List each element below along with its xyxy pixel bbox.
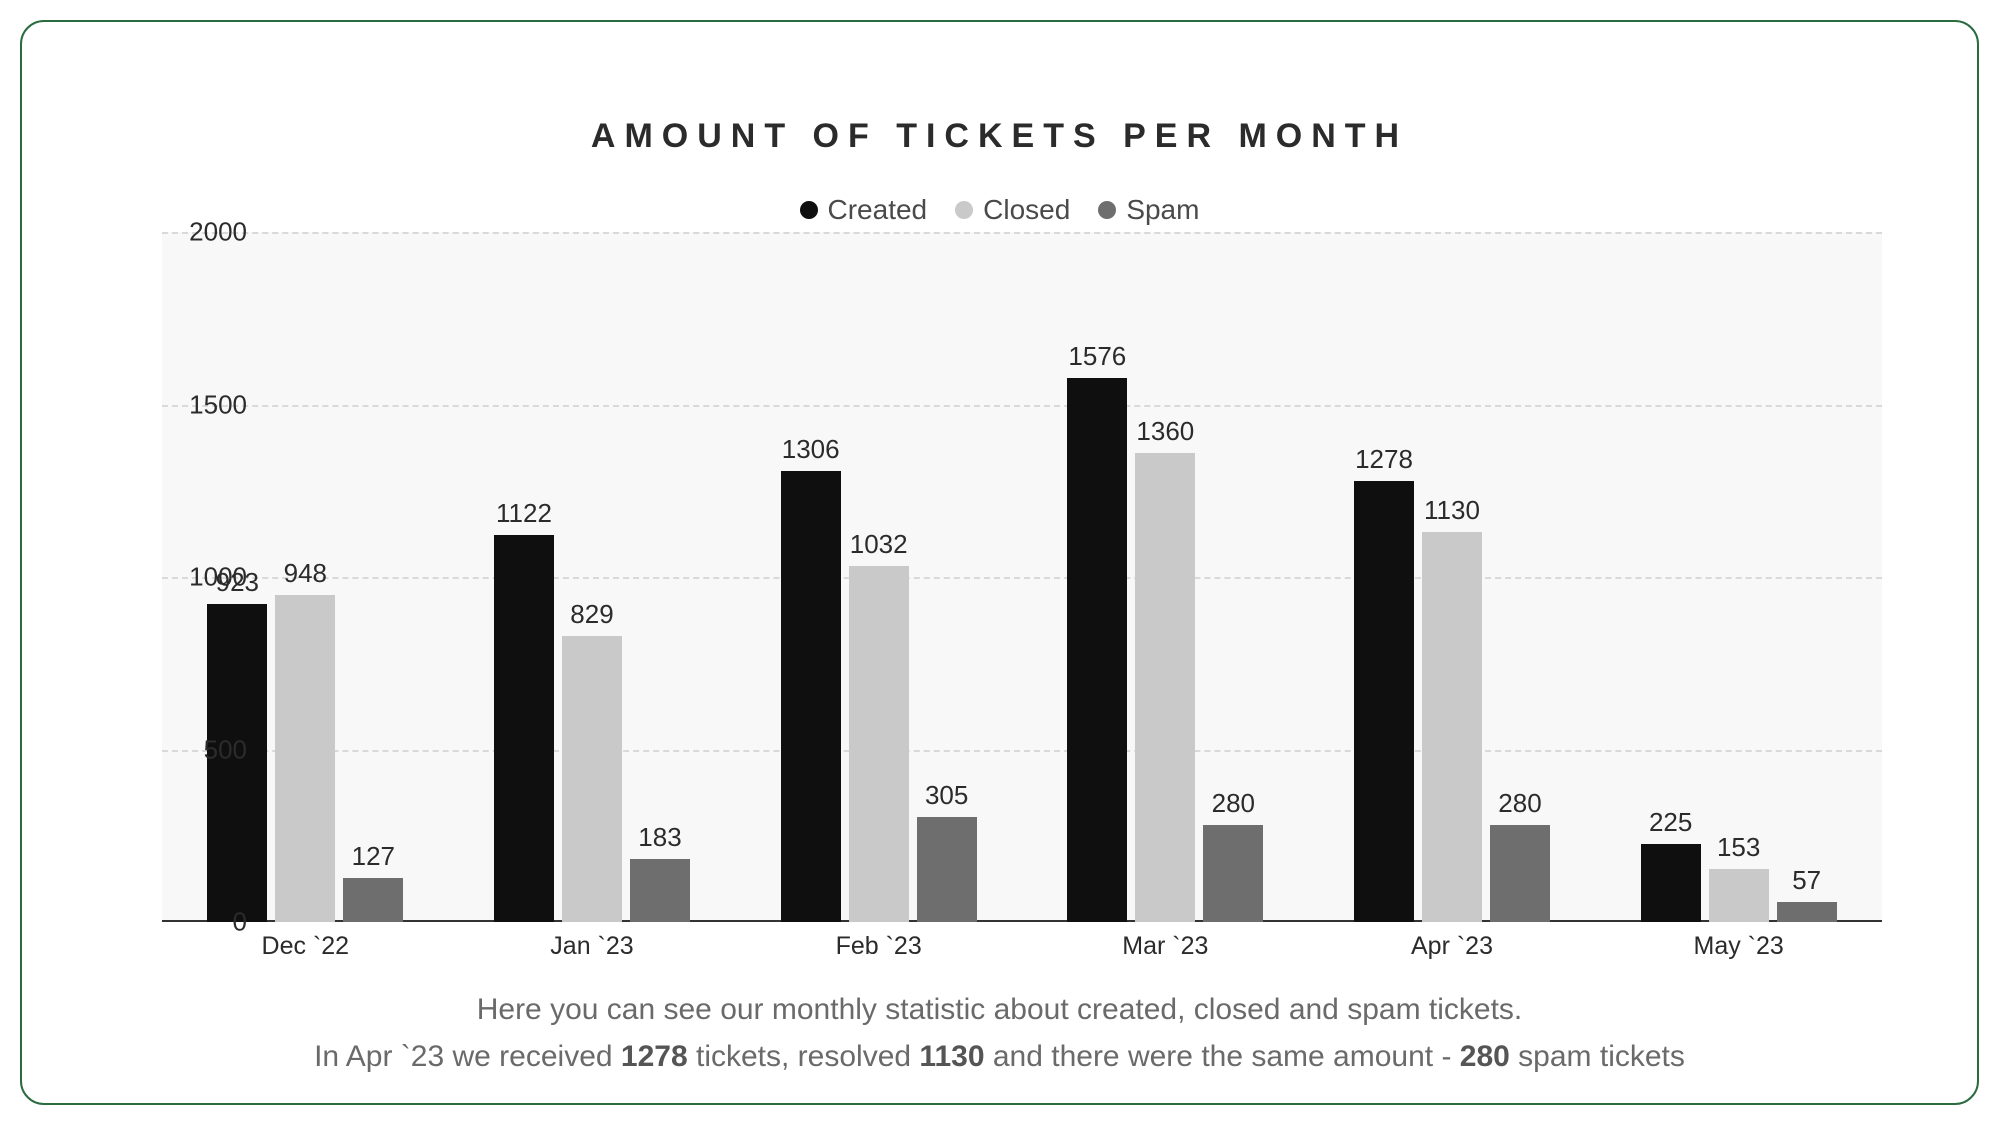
bar-value-label: 1122 [474, 498, 574, 529]
bar-value-label: 280 [1183, 788, 1283, 819]
x-category-label: Mar `23 [1065, 932, 1265, 961]
y-tick-label: 2000 [147, 217, 247, 248]
bar-group: 15761360280 [1067, 232, 1263, 922]
bar-spam [630, 859, 690, 922]
legend-swatch-closed [955, 201, 973, 219]
bar-value-label: 1278 [1334, 444, 1434, 475]
caption-value-created: 1278 [621, 1040, 688, 1073]
chart-legend: Created Closed Spam [22, 194, 1977, 226]
bar-spam [917, 817, 977, 922]
bar-spam [1490, 825, 1550, 922]
bar-value-label: 1306 [761, 434, 861, 465]
caption-text: spam tickets [1510, 1040, 1685, 1073]
legend-label-closed: Closed [983, 194, 1070, 226]
y-tick-label: 1000 [147, 562, 247, 593]
gridline [162, 232, 1882, 234]
legend-item-created: Created [800, 194, 928, 226]
chart-plot: 9239481271122829183130610323051576136028… [162, 232, 1882, 922]
bar-closed [1422, 532, 1482, 922]
legend-swatch-spam [1098, 201, 1116, 219]
bar-closed [1135, 453, 1195, 922]
bar-value-label: 183 [610, 822, 710, 853]
y-tick-label: 1500 [147, 389, 247, 420]
x-category-label: Dec `22 [205, 932, 405, 961]
x-category-label: Apr `23 [1352, 932, 1552, 961]
bar-value-label: 57 [1757, 865, 1857, 896]
gridline [162, 405, 1882, 407]
bar-group: 22515357 [1641, 232, 1837, 922]
bar-closed [849, 566, 909, 922]
caption-text: In Apr `23 we received [314, 1040, 621, 1073]
chart-caption-line1: Here you can see our monthly statistic a… [22, 987, 1977, 1034]
caption-value-spam: 280 [1460, 1040, 1510, 1073]
legend-label-created: Created [828, 194, 928, 226]
y-tick-label: 500 [147, 734, 247, 765]
bar-value-label: 1360 [1115, 416, 1215, 447]
gridline [162, 750, 1882, 752]
legend-item-closed: Closed [955, 194, 1070, 226]
legend-item-spam: Spam [1098, 194, 1199, 226]
chart-caption-line2: In Apr `23 we received 1278 tickets, res… [22, 1034, 1977, 1081]
x-category-label: Feb `23 [779, 932, 979, 961]
caption-text: and there were the same amount - [985, 1040, 1460, 1073]
gridline [162, 577, 1882, 579]
bar-value-label: 280 [1470, 788, 1570, 819]
bar-group: 13061032305 [781, 232, 977, 922]
bar-closed [275, 595, 335, 922]
bar-spam [1777, 902, 1837, 922]
bar-group: 12781130280 [1354, 232, 1550, 922]
bar-created [1067, 378, 1127, 922]
x-axis-line [162, 920, 1882, 922]
bar-value-label: 1130 [1402, 495, 1502, 526]
bar-spam [1203, 825, 1263, 922]
bar-closed [562, 636, 622, 922]
x-category-label: Jan `23 [492, 932, 692, 961]
bar-value-label: 127 [323, 841, 423, 872]
bar-spam [343, 878, 403, 922]
bar-value-label: 305 [897, 780, 997, 811]
caption-text: tickets, resolved [688, 1040, 920, 1073]
bar-value-label: 153 [1689, 832, 1789, 863]
bar-value-label: 829 [542, 599, 642, 630]
bar-group: 1122829183 [494, 232, 690, 922]
bar-value-label: 1576 [1047, 341, 1147, 372]
bar-value-label: 1032 [829, 529, 929, 560]
chart-title: AMOUNT OF TICKETS PER MONTH [22, 117, 1977, 156]
bar-created [494, 535, 554, 922]
legend-label-spam: Spam [1126, 194, 1199, 226]
caption-value-closed: 1130 [919, 1040, 984, 1073]
legend-swatch-created [800, 201, 818, 219]
bar-value-label: 948 [255, 558, 355, 589]
chart-card: AMOUNT OF TICKETS PER MONTH Created Close… [20, 20, 1979, 1105]
x-category-label: May `23 [1639, 932, 1839, 961]
bar-created [1354, 481, 1414, 922]
